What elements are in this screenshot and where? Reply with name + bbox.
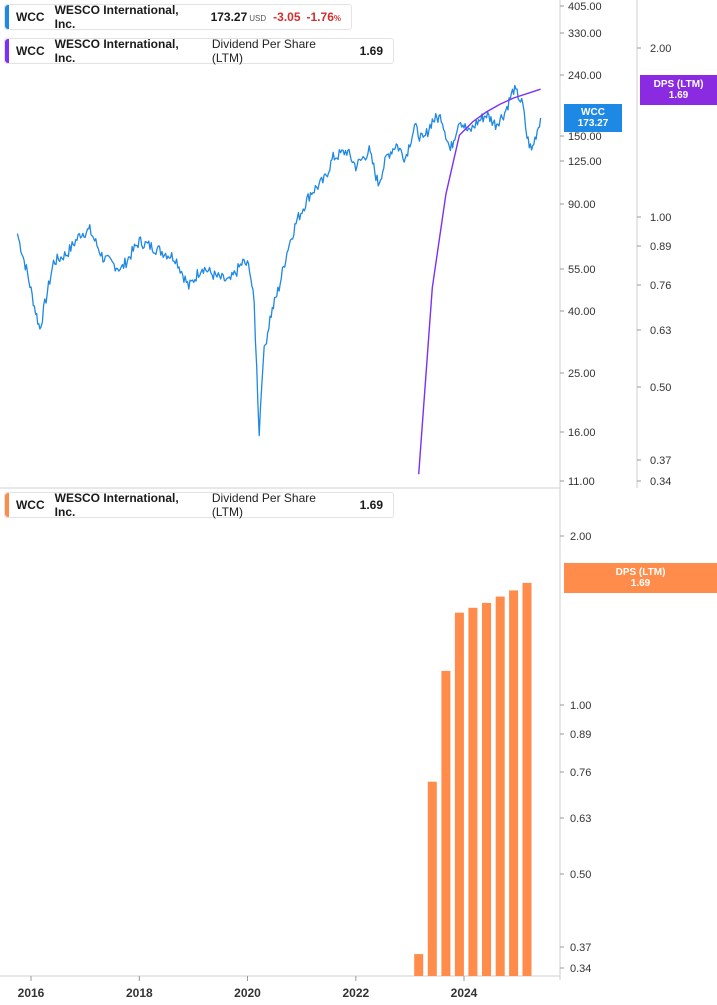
dps-top-tag-label: DPS (LTM) xyxy=(653,79,704,90)
x-tick-label: 2016 xyxy=(18,986,45,1000)
legend-company-name: WESCO International, Inc. xyxy=(54,491,179,519)
x-tick-label: 2024 xyxy=(451,986,478,1000)
tick-labels-layer: 405.00 330.00 240.00 150.00 125.00 90.00 55.00… xyxy=(18,1,672,1000)
dps-series-line xyxy=(418,88,541,475)
dps-top-tick-label: 0.37 xyxy=(650,455,671,467)
dps-bar xyxy=(454,612,464,976)
legend-symbol: WCC xyxy=(15,10,45,24)
price-tick-label: 150.00 xyxy=(568,131,602,143)
dps-bars-layer xyxy=(414,582,532,976)
dps-bar xyxy=(482,602,491,976)
legend-value: 1.69 xyxy=(359,498,384,512)
dps-bottom-tag-label: DPS (LTM) xyxy=(615,567,666,578)
dps-top-tick-label: 0.89 xyxy=(650,241,671,253)
price-tick-label: 330.00 xyxy=(568,28,602,40)
dps-top-tick-label: 0.34 xyxy=(650,476,671,488)
legend-change: -3.05 xyxy=(273,10,301,24)
x-tick-label: 2020 xyxy=(234,986,261,1000)
dps-top-tick-label: 0.63 xyxy=(650,325,671,337)
price-tick-label: 11.00 xyxy=(568,476,595,488)
price-tick-label: 90.00 xyxy=(568,199,596,211)
dps-bottom-tick-label: 0.89 xyxy=(570,729,591,741)
dps-bottom-tick-label: 0.50 xyxy=(570,869,591,881)
dps-top-tag-value: 1.69 xyxy=(668,90,689,101)
dps-top-tick-label: 2.00 xyxy=(650,43,671,55)
dps-bottom-tag-value: 1.69 xyxy=(630,578,651,589)
dps-bar xyxy=(414,954,424,976)
dps-bar xyxy=(495,596,505,976)
x-tick-label: 2018 xyxy=(126,986,153,1000)
dps-bottom-tick-label: 1.00 xyxy=(570,700,591,712)
price-tag-symbol: WCC xyxy=(581,107,605,118)
legend-price[interactable]: WCC WESCO International, Inc. 173.27 USD… xyxy=(4,3,352,31)
x-tick-label: 2022 xyxy=(342,986,369,1000)
dps-bottom-value-tag: DPS (LTM) 1.69 xyxy=(564,563,717,593)
price-tick-label: 55.00 xyxy=(568,264,596,276)
legend-currency: USD xyxy=(249,14,267,23)
legend-dps-bottom-color xyxy=(5,493,9,517)
dps-bar xyxy=(468,607,478,976)
dps-bottom-tick-label: 0.34 xyxy=(570,963,591,975)
legend-dps-top-color xyxy=(5,39,9,63)
price-line-layer xyxy=(16,84,542,437)
dps-bottom-tick-label: 0.37 xyxy=(570,942,591,954)
dps-top-value-tag: DPS (LTM) 1.69 xyxy=(640,75,717,105)
price-tick-label: 16.00 xyxy=(568,427,596,439)
legend-pct-sign: % xyxy=(333,14,341,23)
legend-metric: Dividend Per Share (LTM) xyxy=(211,491,316,519)
dps-bar xyxy=(427,781,437,976)
legend-price-value: 173.27 xyxy=(210,10,248,24)
dps-bar xyxy=(522,582,532,976)
dps-top-tick-label: 0.50 xyxy=(650,382,671,394)
legend-symbol: WCC xyxy=(15,44,45,58)
price-tick-label: 125.00 xyxy=(568,156,602,168)
legend-symbol: WCC xyxy=(15,498,45,512)
legend-dps-bottom[interactable]: WCC WESCO International, Inc. Dividend P… xyxy=(4,491,394,519)
legend-change-pct: -1.76% xyxy=(307,10,341,24)
axes-layer xyxy=(0,0,638,980)
dps-bottom-tick-label: 0.63 xyxy=(570,813,591,825)
legend-value: 1.69 xyxy=(359,44,384,58)
price-tick-label: 240.00 xyxy=(568,70,602,82)
dps-bottom-tick-label: 2.00 xyxy=(570,531,591,543)
legend-company-name: WESCO International, Inc. xyxy=(54,3,179,31)
price-value-tag: WCC 173.27 xyxy=(564,104,622,132)
dps-top-tick-label: 1.00 xyxy=(650,212,671,224)
legend-change-pct-value: -1.76 xyxy=(306,10,334,24)
dps-bar xyxy=(509,590,519,976)
legend-dps-top[interactable]: WCC WESCO International, Inc. Dividend P… xyxy=(4,37,394,65)
price-tick-label: 40.00 xyxy=(568,306,596,318)
dps-bar xyxy=(441,670,451,976)
price-tick-label: 405.00 xyxy=(568,1,602,13)
price-tick-label: 25.00 xyxy=(568,368,596,380)
legend-metric: Dividend Per Share (LTM) xyxy=(211,37,316,65)
legend-price-color xyxy=(5,5,9,29)
dps-line-layer xyxy=(418,88,541,475)
legend-company-name: WESCO International, Inc. xyxy=(54,37,179,65)
dps-bottom-tick-label: 0.76 xyxy=(570,767,591,779)
dps-top-tick-label: 0.76 xyxy=(650,280,671,292)
price-tag-value: 173.27 xyxy=(577,118,609,129)
price-series-line xyxy=(16,84,542,437)
